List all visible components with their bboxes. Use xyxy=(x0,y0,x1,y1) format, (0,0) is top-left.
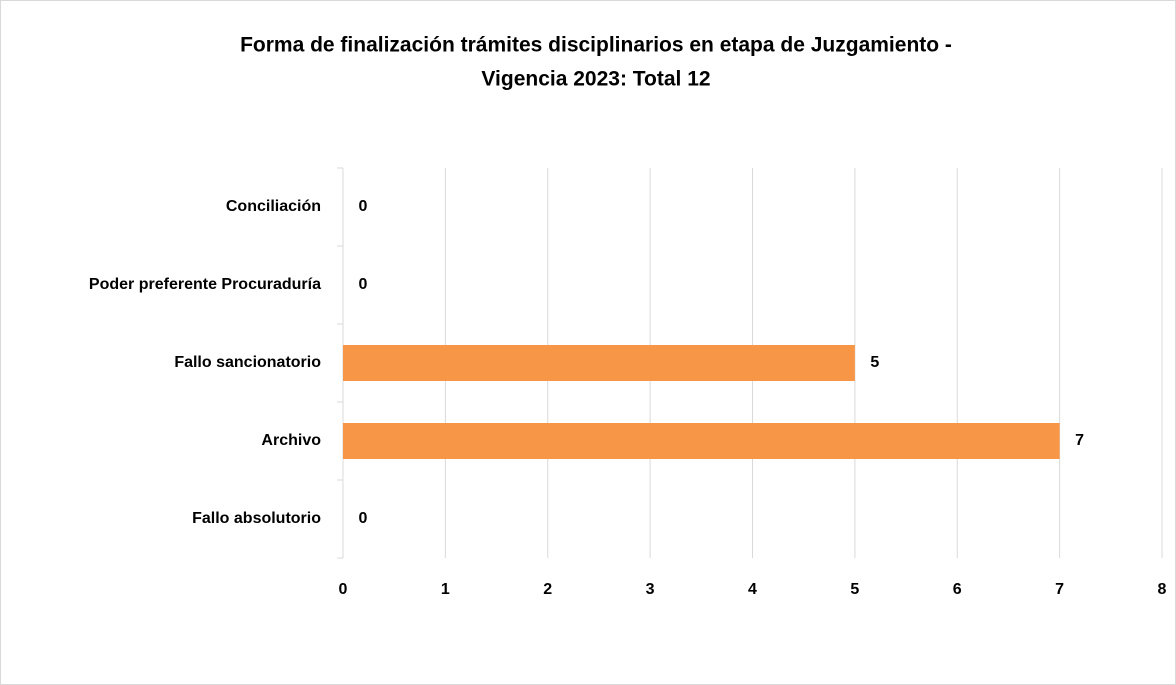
data-label: 0 xyxy=(359,198,368,215)
bar xyxy=(343,423,1060,459)
x-tick-label: 8 xyxy=(1158,581,1167,598)
y-tick-label: Fallo absolutorio xyxy=(192,510,321,527)
data-label: 5 xyxy=(870,354,879,371)
y-tick-label: Fallo sancionatorio xyxy=(174,354,321,371)
x-tick-label: 5 xyxy=(850,581,859,598)
y-tick-label: Poder preferente Procuraduría xyxy=(89,276,321,293)
x-tick-label: 1 xyxy=(441,581,450,598)
y-tick-label: Archivo xyxy=(261,432,321,449)
data-label: 7 xyxy=(1075,432,1084,449)
x-tick-label: 3 xyxy=(646,581,655,598)
y-tick-label: Conciliación xyxy=(226,198,321,215)
x-tick-label: 2 xyxy=(543,581,552,598)
chart-title: Forma de finalización trámites disciplin… xyxy=(240,34,952,57)
chart-title: Vigencia 2023: Total 12 xyxy=(481,68,710,91)
bar xyxy=(343,345,855,381)
x-tick-label: 0 xyxy=(339,581,348,598)
data-label: 0 xyxy=(359,276,368,293)
data-label: 0 xyxy=(359,510,368,527)
x-tick-label: 4 xyxy=(748,581,757,598)
x-tick-label: 7 xyxy=(1055,581,1064,598)
x-tick-label: 6 xyxy=(953,581,962,598)
